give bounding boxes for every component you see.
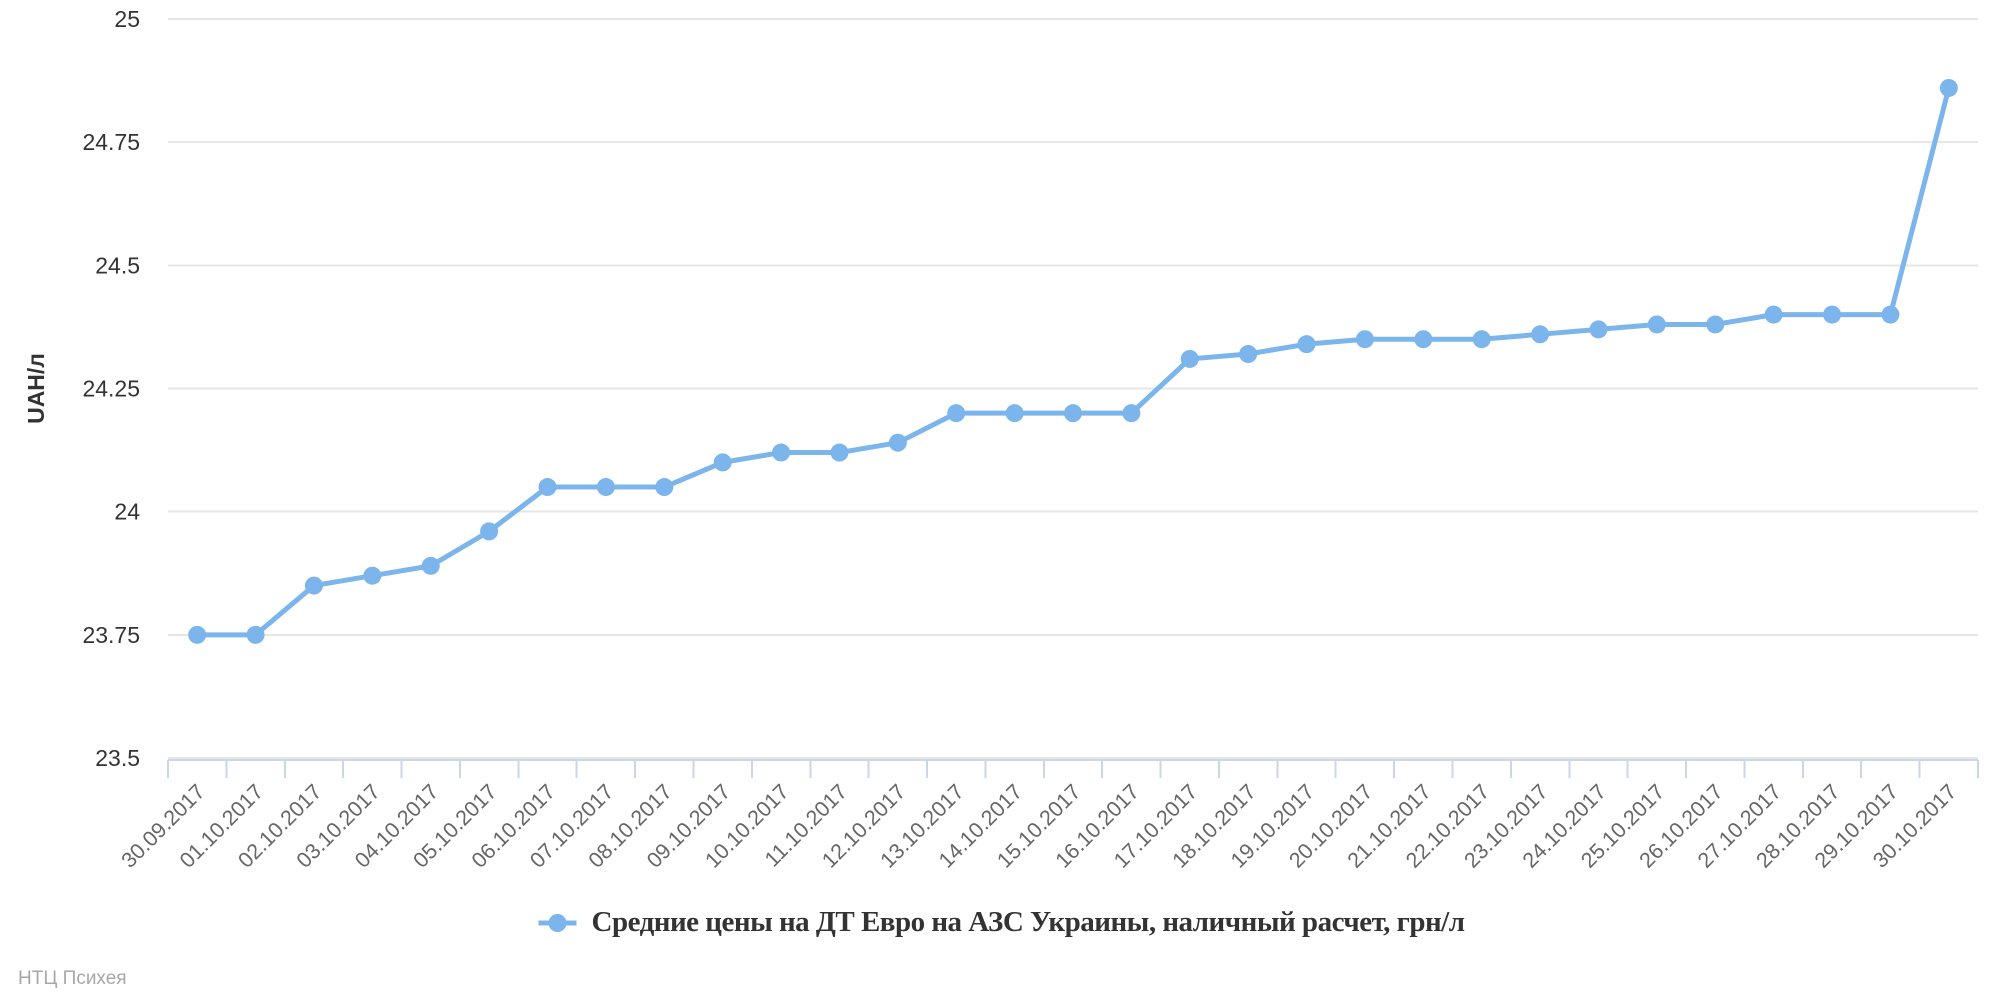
data-point-marker — [1881, 305, 1900, 324]
y-tick-label: 24.25 — [82, 376, 140, 402]
y-tick-label: 25 — [114, 6, 140, 32]
data-point-marker — [1531, 325, 1550, 344]
y-tick-label: 23.5 — [95, 745, 140, 771]
y-gridlines — [168, 18, 1978, 759]
data-point-marker — [538, 478, 557, 497]
data-point-marker — [772, 443, 791, 462]
data-point-marker — [1005, 404, 1024, 423]
data-point-marker — [888, 433, 907, 452]
y-tick-label: 24 — [114, 499, 140, 525]
data-point-marker — [830, 443, 849, 462]
data-point-marker — [1414, 330, 1433, 349]
data-point-marker — [1180, 349, 1199, 368]
data-point-marker — [421, 556, 440, 575]
credit-label: НТЦ Психея — [18, 968, 127, 989]
data-point-marker — [363, 566, 382, 585]
data-point-marker — [596, 478, 615, 497]
x-axis — [167, 759, 1979, 778]
data-point-marker — [1823, 305, 1842, 324]
series-diesel-price — [188, 78, 1958, 644]
x-axis-labels: 30.09.201701.10.201702.10.201703.10.2017… — [117, 780, 1962, 873]
data-point-marker — [304, 576, 323, 595]
legend-line-marker-icon — [538, 913, 577, 932]
data-point-marker — [1297, 335, 1316, 354]
data-point-marker — [188, 625, 207, 644]
data-point-marker — [1939, 78, 1958, 97]
legend-label: Средние цены на ДТ Евро на АЗС Украины, … — [591, 906, 1465, 938]
data-point-marker — [1764, 305, 1783, 324]
y-axis-labels: 23.5 23.75 24 24.25 24.5 24.75 25 — [82, 6, 140, 771]
y-axis-title: UAH/л — [23, 353, 49, 424]
data-point-marker — [713, 453, 732, 472]
y-tick-label: 24.75 — [82, 129, 140, 155]
data-point-marker — [655, 478, 674, 497]
data-point-marker — [1239, 345, 1258, 364]
data-point-marker — [246, 625, 265, 644]
data-point-marker — [1706, 315, 1725, 334]
data-point-marker — [1589, 320, 1608, 339]
data-point-marker — [1122, 404, 1141, 423]
data-point-marker — [1647, 315, 1666, 334]
legend-item[interactable]: Средние цены на ДТ Евро на АЗС Украины, … — [536, 906, 1465, 939]
data-point-marker — [947, 404, 966, 423]
y-tick-label: 23.75 — [82, 622, 140, 648]
data-point-marker — [1064, 404, 1082, 423]
y-tick-label: 24.5 — [95, 252, 140, 278]
data-point-marker — [1355, 330, 1374, 349]
data-point-marker — [1472, 330, 1491, 349]
data-point-marker — [480, 522, 499, 541]
